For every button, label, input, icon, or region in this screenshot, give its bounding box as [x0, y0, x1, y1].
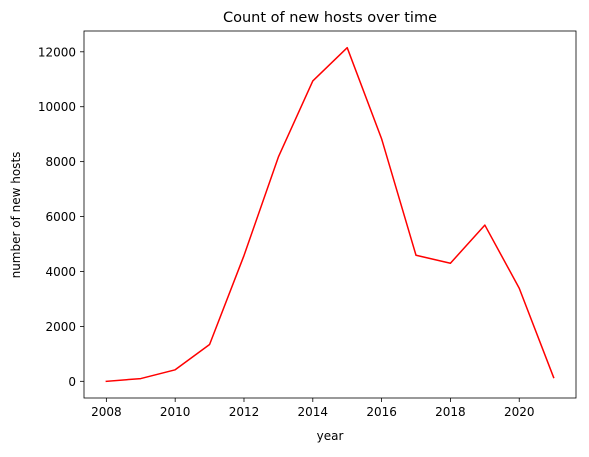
plot-frame	[83, 30, 577, 399]
x-tick-label-2010: 2010	[160, 405, 191, 419]
x-tick-label-2014: 2014	[298, 405, 329, 419]
y-tick-label-0: 0	[68, 375, 76, 389]
x-tick-label-2018: 2018	[435, 405, 466, 419]
x-tick-label-2008: 2008	[91, 405, 122, 419]
y-tick-label-4000: 4000	[45, 265, 76, 279]
x-tick-label-2020: 2020	[504, 405, 535, 419]
y-tick-label-8000: 8000	[45, 155, 76, 169]
x-axis-label: year	[317, 429, 344, 443]
x-tick-label-2016: 2016	[366, 405, 397, 419]
y-tick-label-12000: 12000	[38, 45, 76, 59]
axes: 2008 2010 2012 2014 2016 2018 2020 0 2000 4000 600…	[38, 30, 577, 419]
y-tick-label-6000: 6000	[45, 210, 76, 224]
chart-title: Count of new hosts over time	[223, 10, 437, 26]
y-tick-label-10000: 10000	[38, 100, 76, 114]
x-tick-label-2012: 2012	[229, 405, 260, 419]
series-line-0	[105, 46, 555, 383]
y-tick-label-2000: 2000	[45, 320, 76, 334]
y-axis-label: number of new hosts	[9, 152, 23, 279]
